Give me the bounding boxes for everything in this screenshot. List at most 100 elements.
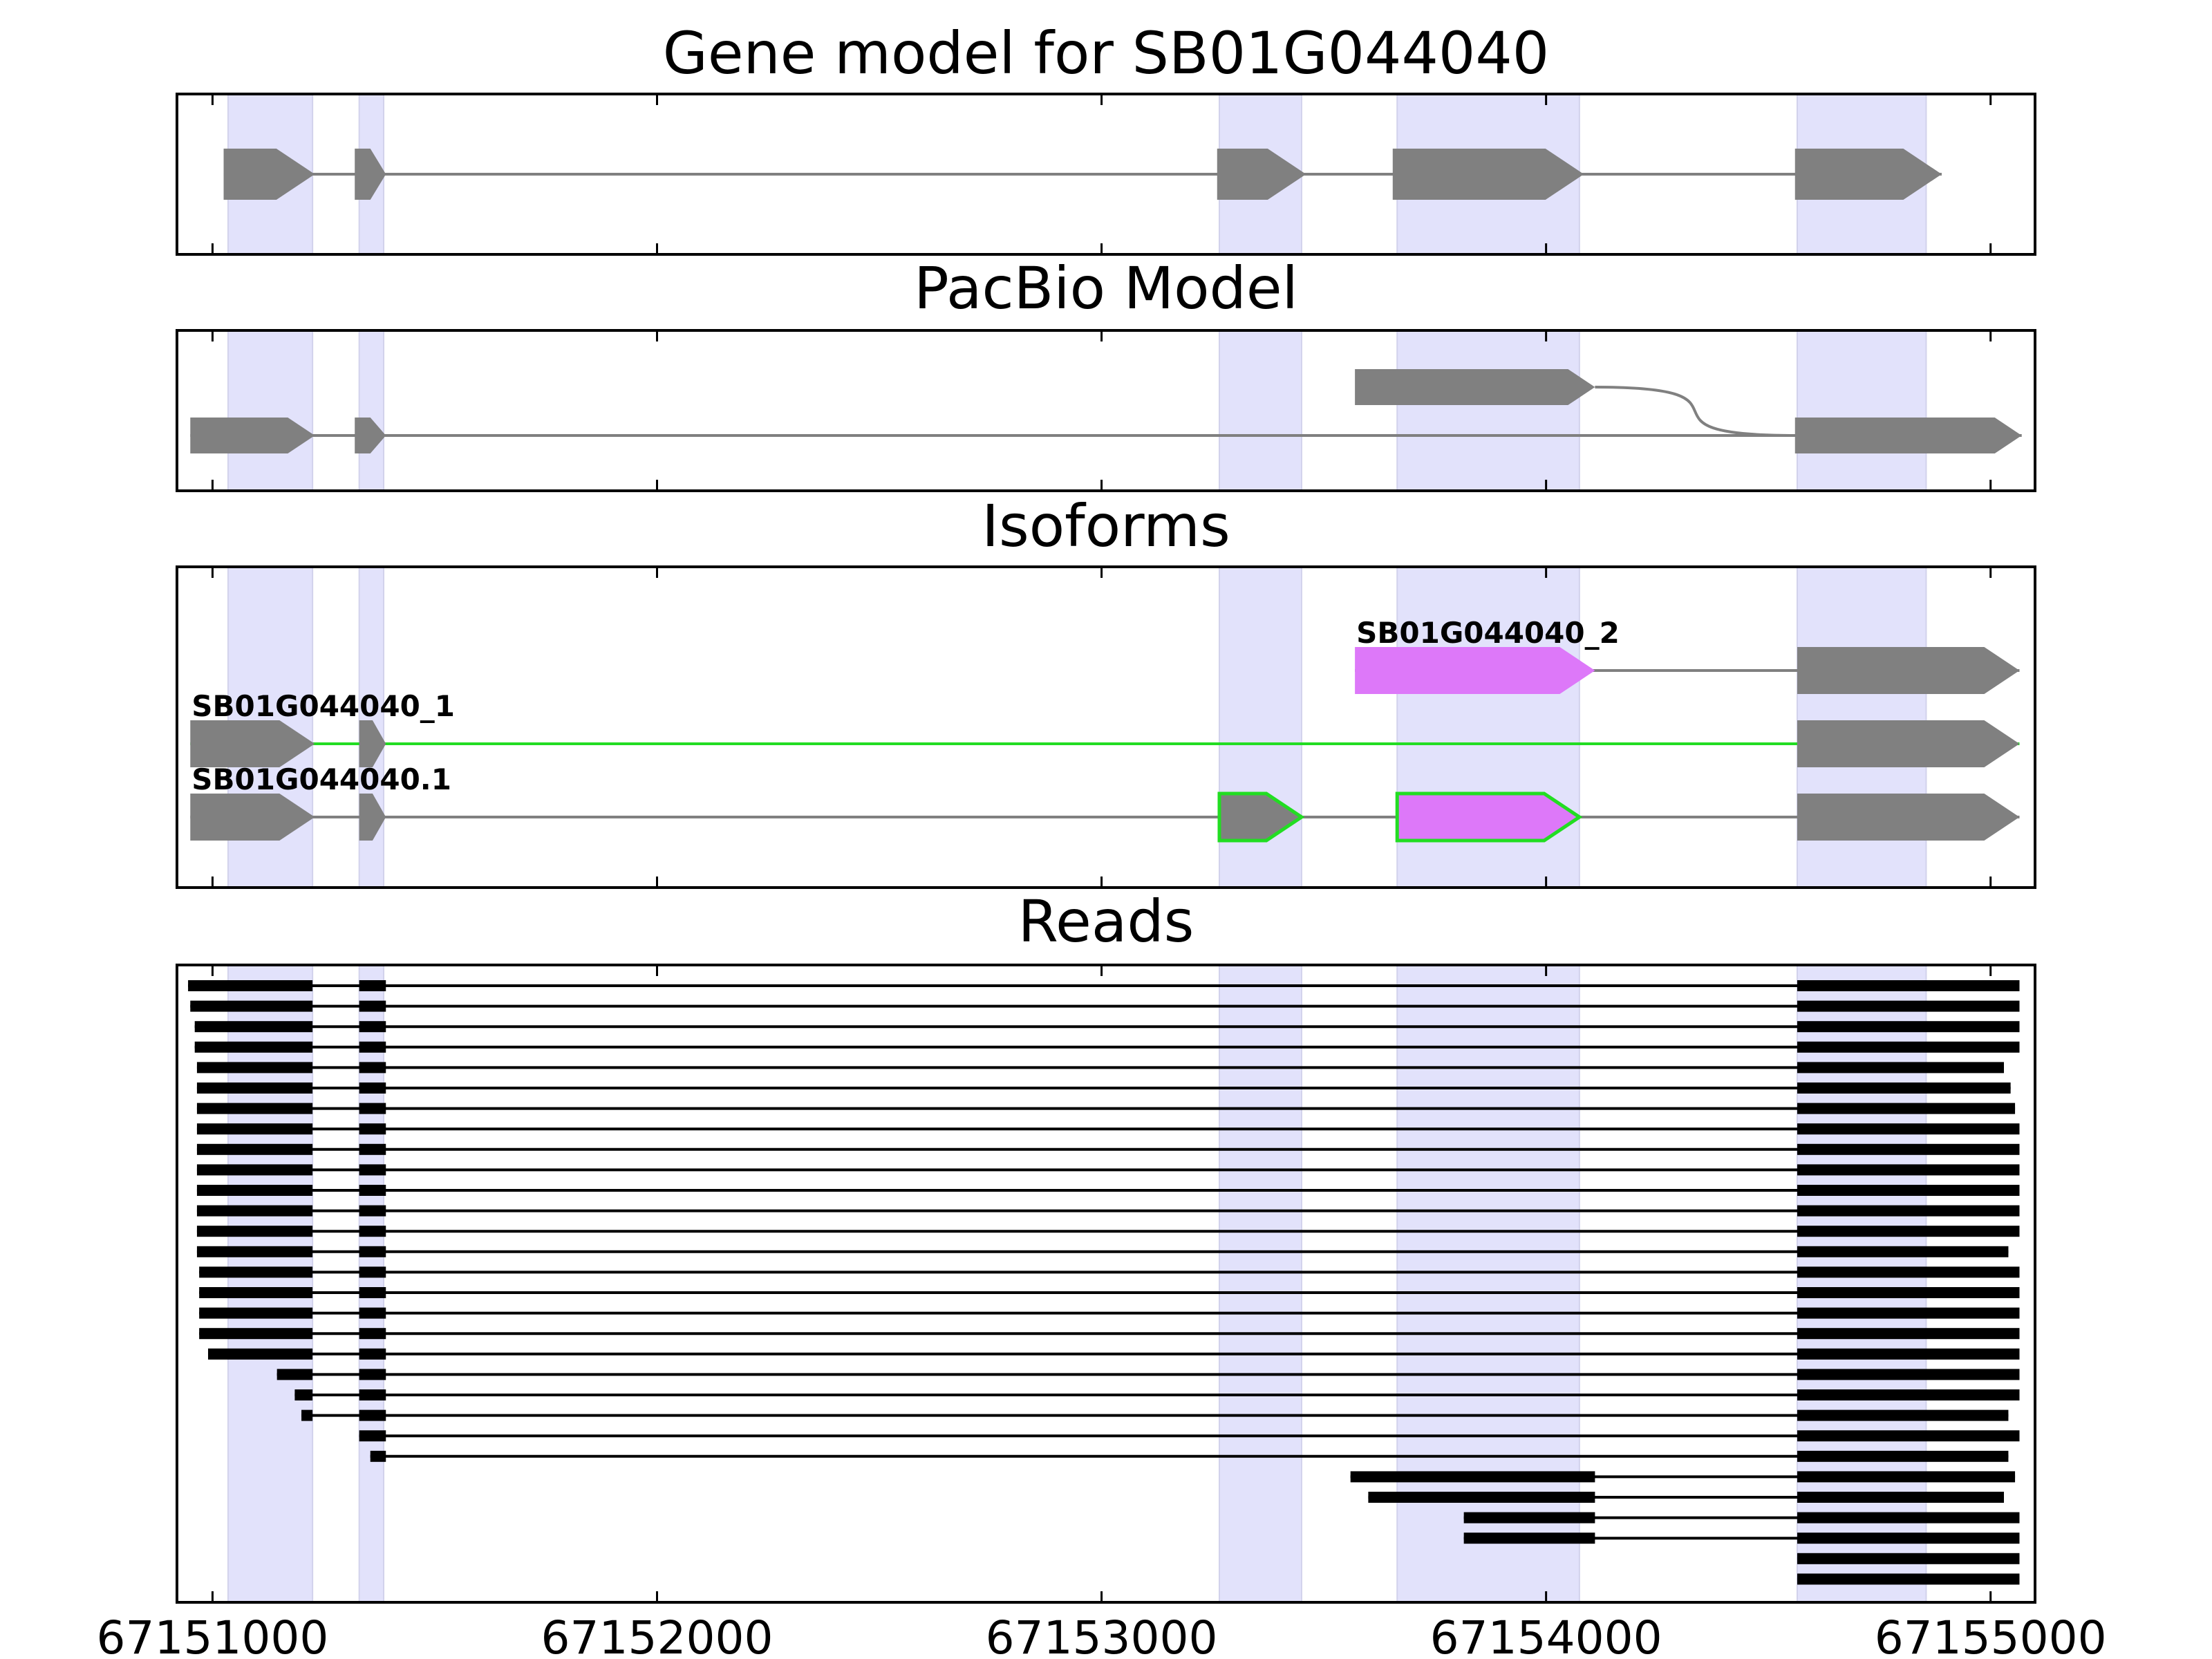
read-block	[196, 1103, 313, 1114]
read-block	[196, 1164, 313, 1176]
read-block	[1463, 1533, 1595, 1544]
read-block	[196, 1062, 313, 1074]
read-block	[359, 1164, 386, 1176]
read	[194, 1041, 2020, 1053]
read-block	[359, 1246, 386, 1257]
exon-region-band	[1396, 964, 1580, 1603]
panel-frame	[176, 329, 2036, 492]
panel-frame	[176, 93, 2036, 256]
read-block	[1797, 1205, 2020, 1217]
exon-block	[355, 149, 386, 200]
read	[199, 1266, 2020, 1278]
read-block	[359, 1430, 386, 1442]
read-block	[1797, 1246, 2009, 1257]
read	[199, 1287, 2020, 1298]
read	[196, 1103, 2016, 1114]
read-block	[370, 1450, 386, 1462]
exon-block	[359, 794, 386, 841]
exon-block	[1217, 149, 1306, 200]
exon-block	[190, 794, 315, 841]
read-block	[199, 1266, 313, 1278]
read	[196, 1123, 2020, 1135]
read-block	[1797, 1123, 2020, 1135]
read-block	[1797, 1103, 2016, 1114]
read-block	[1797, 1287, 2020, 1298]
panel-frame	[176, 565, 2036, 889]
exon-region-band	[1396, 330, 1580, 491]
read-block	[359, 1328, 386, 1340]
read-block	[359, 1226, 386, 1237]
read	[196, 1062, 2004, 1074]
read-block	[196, 1246, 313, 1257]
read-block	[1797, 1573, 2020, 1585]
exon-block	[223, 149, 315, 200]
read-block	[359, 1307, 386, 1319]
read	[196, 1185, 2020, 1196]
read-block	[1797, 1143, 2020, 1155]
read-block	[301, 1409, 313, 1421]
read-block	[359, 1185, 386, 1196]
read-block	[1797, 1226, 2020, 1237]
read-block	[359, 1369, 386, 1380]
read-block	[1797, 1185, 2020, 1196]
x-tick-label: 67154000	[1430, 1611, 1662, 1659]
pacbio-model-panel	[176, 329, 2036, 492]
read-block	[359, 1266, 386, 1278]
read	[1350, 1471, 2016, 1483]
read-block	[196, 1123, 313, 1135]
isoform-label: SB01G044040.1	[191, 762, 451, 796]
read-block	[359, 1021, 386, 1033]
exon-block	[1392, 149, 1584, 200]
exon-block	[1217, 791, 1305, 843]
read-block	[1797, 1082, 2011, 1094]
read	[1463, 1533, 2020, 1544]
exon-block	[1797, 794, 2020, 841]
read-block	[196, 1185, 313, 1196]
read-block	[1797, 1430, 2020, 1442]
read-block	[359, 1287, 386, 1298]
read	[196, 1143, 2020, 1155]
read	[196, 1226, 2020, 1237]
exon-block	[359, 720, 386, 767]
read-block	[1797, 1369, 2020, 1380]
read-block	[1797, 1062, 2004, 1074]
junction-curve	[1595, 386, 1795, 437]
read-block	[359, 1409, 386, 1421]
exon-block	[1794, 418, 2022, 453]
read-block	[196, 1226, 313, 1237]
exon-region-band	[358, 964, 385, 1603]
read	[276, 1369, 2020, 1380]
exon-block	[1355, 369, 1595, 405]
read-block	[1797, 1533, 2020, 1544]
read-block	[276, 1369, 313, 1380]
read-block	[196, 1143, 313, 1155]
read-block	[359, 1348, 386, 1360]
read-block	[199, 1328, 313, 1340]
read-block	[359, 1123, 386, 1135]
exon-block	[355, 418, 386, 453]
read-block	[359, 1143, 386, 1155]
read-block	[196, 1082, 313, 1094]
read	[1797, 1553, 2020, 1564]
read-block	[1368, 1492, 1595, 1503]
read-block	[359, 1062, 386, 1074]
read-block	[1797, 1409, 2009, 1421]
panel-frame	[176, 964, 2036, 1604]
read-block	[359, 980, 386, 991]
exon-block	[1797, 647, 2020, 694]
exon-region-band	[1218, 330, 1302, 491]
read-block	[1797, 1266, 2020, 1278]
read-block	[359, 1205, 386, 1217]
read-block	[199, 1307, 313, 1319]
read	[208, 1348, 2020, 1360]
read	[190, 1000, 2020, 1012]
read	[370, 1450, 2009, 1462]
reads-title: Reads	[1018, 888, 1194, 955]
read-block	[1350, 1471, 1595, 1483]
read-block	[294, 1389, 313, 1400]
read-block	[1797, 1348, 2020, 1360]
read-block	[359, 1000, 386, 1012]
read	[196, 1164, 2020, 1176]
read	[199, 1307, 2020, 1319]
x-tick-label: 67155000	[1875, 1611, 2107, 1659]
